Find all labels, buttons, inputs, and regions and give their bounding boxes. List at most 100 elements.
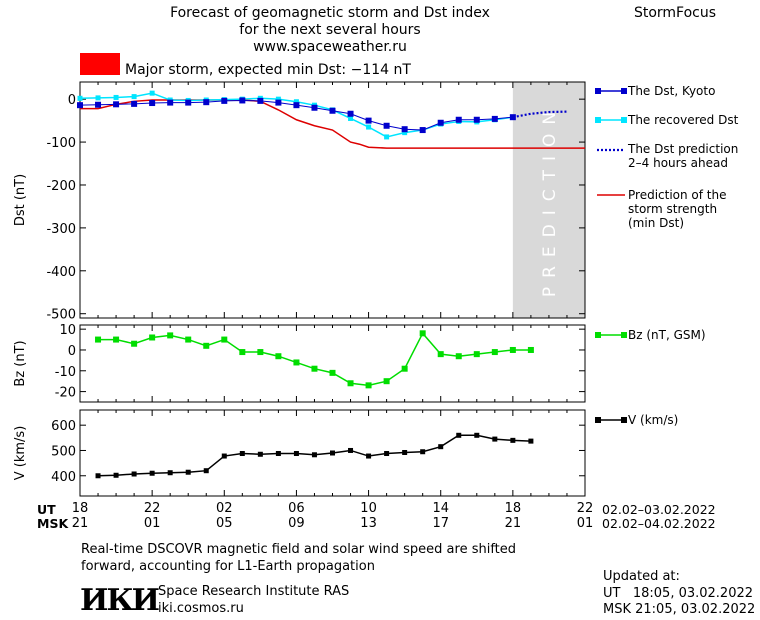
- v-point: [257, 451, 263, 457]
- y-tick-label: -300: [46, 222, 76, 237]
- dst-kyoto-point: [473, 116, 480, 123]
- y-tick-label: -100: [46, 136, 76, 151]
- footer-note-line1: Real-time DSCOVR magnetic field and sola…: [81, 542, 517, 557]
- legend-storm-strength-line1: Prediction of the: [628, 188, 727, 202]
- prediction-zone-label: PREDICTION: [540, 103, 560, 297]
- dst-kyoto-point: [383, 122, 390, 129]
- brand-name: StormFocus: [633, 5, 717, 21]
- storm-level-swatch: [80, 53, 120, 75]
- dst-prediction-line: [512, 110, 567, 119]
- bz-point: [275, 353, 282, 360]
- dst-kyoto-point: [257, 97, 264, 104]
- bz-point: [113, 336, 120, 343]
- dst-recovered-point: [366, 124, 372, 130]
- legend-symbol-bz-marker: [595, 332, 601, 338]
- v-point: [366, 453, 372, 459]
- ut-tick-label: 18: [505, 501, 522, 516]
- v-point: [167, 470, 173, 476]
- bz-point: [473, 351, 480, 358]
- ut-tick-label: 22: [144, 501, 161, 516]
- dst-kyoto-point: [149, 100, 156, 107]
- v-point: [438, 444, 444, 450]
- storm-strength-line: [80, 99, 585, 149]
- msk-row-label: MSK: [37, 516, 69, 531]
- bz-point: [239, 349, 246, 356]
- bz-point: [221, 336, 228, 343]
- bz-point: [401, 365, 408, 372]
- y-tick-label: 400: [51, 470, 76, 485]
- v-point: [149, 470, 155, 476]
- v-point: [113, 472, 119, 478]
- dst-kyoto-point: [113, 101, 120, 108]
- ut-tick-label: 02: [216, 501, 233, 516]
- dst-recovered-point: [275, 96, 281, 102]
- dst-recovered-point: [77, 95, 83, 101]
- dst-kyoto-point: [347, 110, 354, 117]
- msk-tick-label: 21: [72, 516, 89, 531]
- dst-kyoto-point: [401, 126, 408, 133]
- bz-point: [383, 378, 390, 385]
- prediction-zone: [512, 82, 585, 318]
- dst-kyoto-point: [419, 127, 426, 134]
- v-point: [95, 473, 101, 479]
- v-point: [402, 449, 408, 455]
- dst-kyoto-point: [437, 119, 444, 126]
- legend-symbol-dst-kyoto-marker: [621, 88, 627, 94]
- updated-label: Updated at:: [603, 569, 680, 584]
- chart-subtitle: for the next several hours: [239, 22, 421, 38]
- legend-storm-strength-line3: (min Dst): [628, 216, 685, 230]
- dst-kyoto-point: [203, 99, 210, 106]
- v-point: [293, 451, 299, 457]
- dst-recovered-point: [131, 94, 137, 100]
- dst-kyoto-point: [365, 117, 372, 124]
- ut-tick-label: 06: [288, 501, 305, 516]
- v-point: [131, 471, 137, 477]
- v-point: [221, 453, 227, 459]
- bz-line: [98, 331, 531, 387]
- chart-title: Forecast of geomagnetic storm and Dst in…: [170, 5, 490, 21]
- msk-tick-label: 21: [505, 516, 522, 531]
- bz-point: [419, 330, 426, 337]
- ut-tick-label: 14: [432, 501, 449, 516]
- dst-kyoto-point: [311, 104, 318, 111]
- dst-recovered-point: [113, 94, 119, 100]
- v-point: [311, 452, 317, 458]
- bz-point: [347, 380, 354, 387]
- dst-recovered-point: [348, 115, 354, 121]
- bz-point: [437, 351, 444, 358]
- legend-symbol-dst-kyoto-marker: [595, 88, 601, 94]
- y-tick-label: 500: [51, 444, 76, 459]
- bz-point: [311, 365, 318, 372]
- legend-symbol-dst-recovered-marker: [595, 117, 601, 123]
- bz-panel: 10 0 -10 -20 Bz (nT): [13, 323, 586, 403]
- v-point: [420, 449, 426, 455]
- dst-kyoto-point: [293, 102, 300, 109]
- v-point: [239, 451, 245, 457]
- dst-panel: PREDICTION 0 -100 -200 -300 -400 -500 Dst (nT): [13, 81, 586, 323]
- v-point: [185, 469, 191, 475]
- v-panel: 600 500 400 V (km/s): [13, 409, 586, 497]
- site-url: www.spaceweather.ru: [253, 39, 407, 55]
- ut-tick-label: 18: [72, 501, 89, 516]
- legend-dst-recovered: The recovered Dst: [628, 113, 739, 127]
- msk-tick-label: 01: [144, 516, 161, 531]
- dst-kyoto-point: [131, 100, 138, 107]
- legend-v: V (km/s): [628, 413, 679, 427]
- dst-kyoto-point: [455, 116, 462, 123]
- bz-point: [509, 346, 516, 353]
- dst-kyoto-point: [275, 99, 282, 106]
- y-tick-label: -10: [55, 365, 76, 380]
- y-axis-label: Bz (nT): [13, 340, 28, 386]
- v-point: [456, 432, 462, 438]
- bz-point: [131, 340, 138, 347]
- msk-tick-label: 09: [288, 516, 305, 531]
- dst-kyoto-point: [491, 115, 498, 122]
- y-tick-label: -200: [46, 179, 76, 194]
- y-tick-label: 0: [68, 344, 76, 359]
- y-tick-label: 0: [68, 93, 76, 108]
- y-axis-label: V (km/s): [13, 426, 28, 481]
- y-axis-label: Dst (nT): [13, 174, 28, 226]
- bz-point: [491, 349, 498, 356]
- msk-tick-label: 17: [432, 516, 449, 531]
